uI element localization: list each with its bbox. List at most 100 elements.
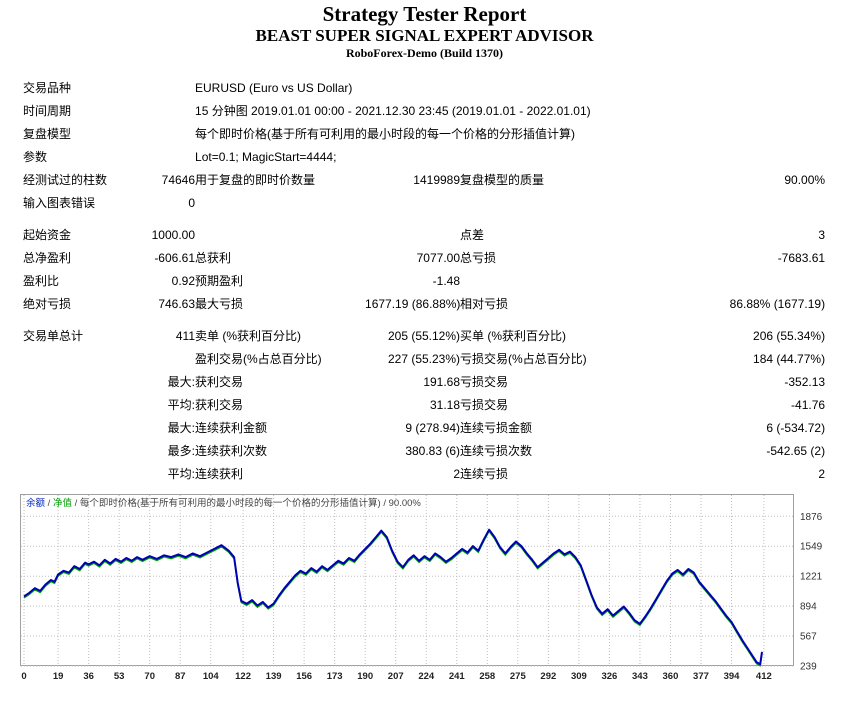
svg-text:258: 258 [479,671,495,682]
stat-value: 3 [818,228,826,242]
spacer-row [23,316,825,325]
stat-label [23,371,123,394]
stat-label [195,192,365,215]
stat-value: 227 (55.23%) [387,352,461,366]
svg-text:0: 0 [21,671,26,682]
svg-text:377: 377 [693,671,709,682]
stat-value [123,348,195,371]
stat-value: -1.48 [432,274,461,288]
svg-text:207: 207 [388,671,404,682]
stat-value: 90.00% [784,173,826,187]
stat-label [460,192,620,215]
stat-value: 每个即时价格(基于所有可利用的最小时段的每一个价格的分形插值计算) [195,127,576,141]
stat-value: 0.92 [171,274,196,288]
svg-text:190: 190 [357,671,373,682]
svg-text:19: 19 [53,671,64,682]
stat-label: 交易品种 [23,81,72,95]
stat-label: 连续亏损 [460,467,509,481]
stat-value: 2 [818,467,826,481]
stat-label: 亏损交易 [460,375,509,389]
stat-value: 1677.19 (86.88%) [365,297,461,311]
stat-label: 获利交易 [195,375,244,389]
balance-chart-svg: 1876 1549 1221 894 567 239 0 19 36 53 70 87 104 122 13… [20,494,823,682]
svg-text:53: 53 [114,671,125,682]
stat-value: 最大: [167,421,196,435]
stat-value: -542.65 (2) [766,444,826,458]
stat-value: 31.18 [429,398,461,412]
stat-value: -7683.61 [777,251,826,265]
stat-label: 输入图表错误 [23,196,96,210]
stat-label: 买单 (%获利百分比) [460,329,567,343]
svg-text:36: 36 [83,671,94,682]
stat-value: 2 [453,467,461,481]
svg-text:275: 275 [510,671,527,682]
stat-label: 经测试过的柱数 [23,173,108,187]
stat-value: 380.83 (6) [405,444,461,458]
stat-value: 411 [175,329,196,343]
stat-value [365,224,460,247]
svg-text:567: 567 [800,632,817,643]
stat-value [620,270,825,293]
svg-text:余额 / 净值 / 每个即时价格(基于所有可利用的最小时段的: 余额 / 净值 / 每个即时价格(基于所有可利用的最小时段的每一个价格的分形插值… [26,497,421,509]
stat-label [23,348,123,371]
stat-label [23,440,123,463]
stats-row: 交易单总计 411 卖单 (%获利百分比) 205 (55.12%) 买单 (%获利百分… [23,325,825,348]
report-header: Strategy Tester Report BEAST SUPER SIGNA… [0,0,849,61]
svg-text:241: 241 [449,671,466,682]
stats-table-body: 交易品种 EURUSD (Euro vs US Dollar) 时间周期 15 分钟图… [23,77,825,486]
stat-label: 卖单 (%获利百分比) [195,329,302,343]
stat-value: 86.88% (1677.19) [729,297,826,311]
stat-label: 连续获利金额 [195,421,268,435]
report-title: Strategy Tester Report [322,2,527,26]
stat-value: 最大: [167,375,196,389]
stat-label [195,224,365,247]
stat-label: 获利交易 [195,398,244,412]
svg-text:292: 292 [540,671,556,682]
stat-value: 最多: [167,444,196,458]
info-row: 复盘模型 每个即时价格(基于所有可利用的最小时段的每一个价格的分形插值计算) [23,123,825,146]
stats-row: 总净盈利 -606.61 总获利 7077.00 总亏损 -7683.61 [23,247,825,270]
stat-label: 参数 [23,150,48,164]
stat-value: 0 [188,196,196,210]
stat-label [23,394,123,417]
stat-value: 平均: [167,467,196,481]
stat-value: 6 (-534.72) [766,421,826,435]
stat-label [460,270,620,293]
svg-text:224: 224 [418,671,435,682]
stat-value: Lot=0.1; MagicStart=4444; [195,150,337,164]
report-subtitle: BEAST SUPER SIGNAL EXPERT ADVISOR [255,26,594,45]
stats-row: 最大: 获利交易 191.68 亏损交易 -352.13 [23,371,825,394]
stat-value [620,192,825,215]
stats-row: 经测试过的柱数 74646 用于复盘的即时价数量 1419989 复盘模型的质量 90.0… [23,169,825,192]
svg-text:70: 70 [144,671,155,682]
stat-label: 连续获利 [195,467,244,481]
stats-row: 平均: 获利交易 31.18 亏损交易 -41.76 [23,394,825,417]
stat-value: 15 分钟图 2019.01.01 00:00 - 2021.12.30 23:… [195,104,591,118]
spacer-row [23,215,825,224]
svg-text:87: 87 [175,671,186,682]
stat-label: 总净盈利 [23,251,72,265]
stat-value: 1000.00 [151,228,196,242]
stat-value: -352.13 [784,375,826,389]
stat-label: 连续获利次数 [195,444,268,458]
stat-label: 复盘模型的质量 [460,173,545,187]
svg-text:894: 894 [800,602,817,613]
stat-value: -41.76 [791,398,826,412]
stat-value: 9 (278.94) [405,421,461,435]
stats-row: 起始资金 1000.00 点差 3 [23,224,825,247]
stat-label: 点差 [460,228,485,242]
stat-value: 1419989 [413,173,461,187]
stats-row: 输入图表错误 0 [23,192,825,215]
stat-label: 相对亏损 [460,297,509,311]
stats-row: 绝对亏损 746.63 最大亏损 1677.19 (86.88%) 相对亏损 86.88%… [23,293,825,316]
stat-label: 亏损交易(%占总百分比) [460,352,587,366]
svg-text:122: 122 [235,671,251,682]
info-row: 交易品种 EURUSD (Euro vs US Dollar) [23,77,825,100]
report-server: RoboForex-Demo (Build 1370) [345,46,504,60]
stat-label: 起始资金 [23,228,72,242]
info-row: 时间周期 15 分钟图 2019.01.01 00:00 - 2021.12.30… [23,100,825,123]
stat-value: EURUSD (Euro vs US Dollar) [195,81,353,95]
svg-text:239: 239 [800,662,817,673]
info-row: 参数 Lot=0.1; MagicStart=4444; [23,146,825,169]
stat-label: 用于复盘的即时价数量 [195,173,316,187]
